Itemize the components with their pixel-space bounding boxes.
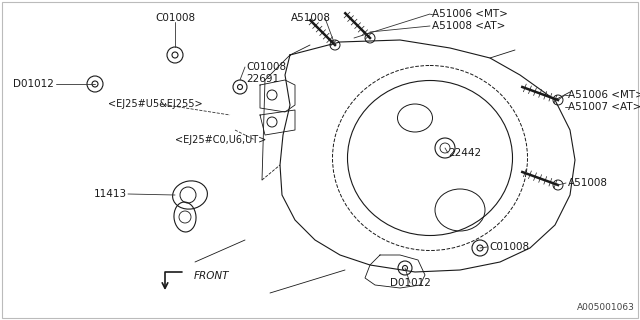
- Circle shape: [435, 138, 455, 158]
- Circle shape: [440, 143, 450, 153]
- Text: FRONT: FRONT: [194, 271, 230, 281]
- Circle shape: [553, 95, 563, 105]
- Text: C01008: C01008: [489, 242, 529, 252]
- Text: A51008: A51008: [568, 178, 608, 188]
- Circle shape: [180, 187, 196, 203]
- Text: D01012: D01012: [13, 79, 54, 89]
- Text: <EJ25#C0,U6,UT>: <EJ25#C0,U6,UT>: [175, 135, 266, 145]
- Circle shape: [330, 40, 340, 50]
- Text: <EJ25#U5&EJ255>: <EJ25#U5&EJ255>: [108, 99, 203, 109]
- Text: A51008 <AT>: A51008 <AT>: [432, 21, 506, 31]
- Text: C01008: C01008: [155, 13, 195, 23]
- Text: 22442: 22442: [448, 148, 481, 158]
- Text: 22691: 22691: [246, 74, 279, 84]
- Text: A51006 <MT>: A51006 <MT>: [568, 90, 640, 100]
- Circle shape: [365, 33, 375, 43]
- Text: A51008: A51008: [291, 13, 331, 23]
- Text: A005001063: A005001063: [577, 303, 635, 312]
- Text: C01008: C01008: [246, 62, 286, 72]
- Circle shape: [179, 211, 191, 223]
- Text: 11413: 11413: [94, 189, 127, 199]
- Text: A51007 <AT>: A51007 <AT>: [568, 102, 640, 112]
- Circle shape: [553, 180, 563, 190]
- Text: D01012: D01012: [390, 278, 431, 288]
- Text: A51006 <MT>: A51006 <MT>: [432, 9, 508, 19]
